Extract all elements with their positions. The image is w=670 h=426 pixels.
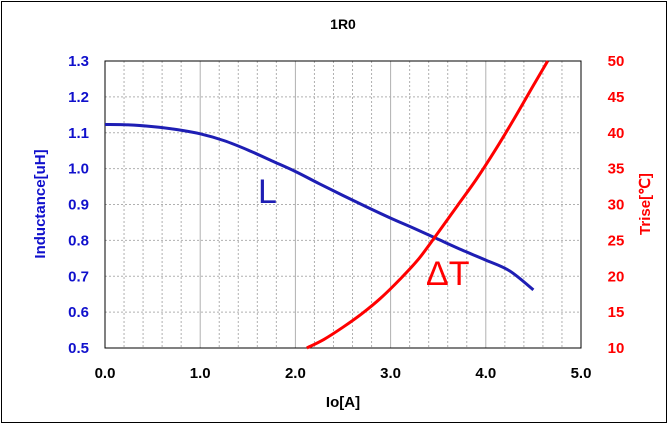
y-left-tick-label: 0.8 xyxy=(68,232,89,249)
x-tick-label: 5.0 xyxy=(571,365,592,382)
tick-labels: 0.0 1.0 2.0 3.0 4.0 5.0 0.5 0.6 0.7 0.8 0.9 1.0 1.1 1… xyxy=(68,53,624,382)
y-right-tick-label: 40 xyxy=(608,125,625,142)
y-left-tick-label: 1.0 xyxy=(68,161,89,178)
x-tick-label: 4.0 xyxy=(475,365,496,382)
y-left-tick-label: 1.1 xyxy=(68,125,89,142)
y-right-tick-label: 20 xyxy=(608,268,625,285)
series-label-delta-t: ΔT xyxy=(426,255,469,293)
series-label-l: L xyxy=(258,173,277,211)
temperature-rise-curve xyxy=(306,60,549,350)
x-tick-label: 1.0 xyxy=(190,365,211,382)
inductance-curve xyxy=(104,123,535,292)
y-left-tick-label: 0.6 xyxy=(68,304,89,321)
y-left-tick-label: 1.2 xyxy=(68,89,89,106)
y-left-tick-label: 1.3 xyxy=(68,53,89,70)
grid xyxy=(105,61,581,348)
series xyxy=(104,60,549,350)
y-right-tick-label: 50 xyxy=(608,53,625,70)
plot-border xyxy=(104,60,582,349)
y-right-tick-label: 15 xyxy=(608,304,625,321)
y-axis-left-label: Inductance[uH] xyxy=(32,149,49,258)
y-left-tick-label: 0.7 xyxy=(68,268,89,285)
y-axis-right-label: Trise[℃] xyxy=(637,173,654,235)
x-tick-label: 3.0 xyxy=(380,365,401,382)
x-tick-label: 2.0 xyxy=(285,365,306,382)
chart-title: 1R0 xyxy=(330,16,356,32)
y-right-tick-label: 45 xyxy=(608,89,625,106)
y-right-tick-label: 35 xyxy=(608,161,625,178)
x-axis-label: Io[A] xyxy=(326,394,360,411)
y-left-tick-label: 0.5 xyxy=(68,340,89,357)
y-left-tick-label: 0.9 xyxy=(68,197,89,214)
y-right-tick-label: 10 xyxy=(608,340,625,357)
x-tick-label: 0.0 xyxy=(95,365,116,382)
y-right-tick-label: 30 xyxy=(608,197,625,214)
y-right-tick-label: 25 xyxy=(608,232,625,249)
